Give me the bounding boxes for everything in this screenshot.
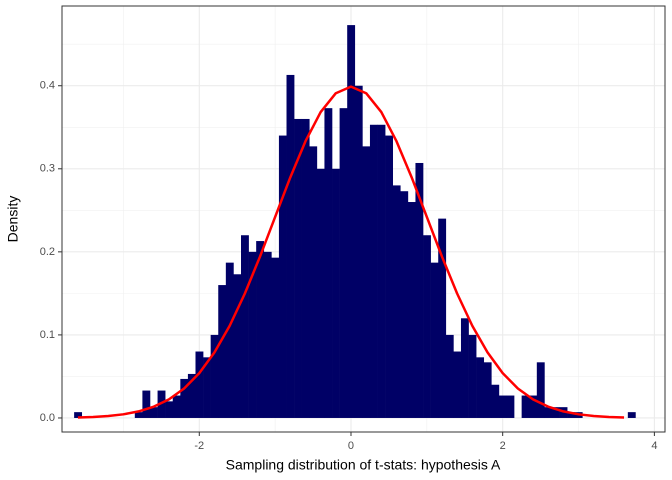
- bar: [203, 357, 211, 418]
- y-tick-label: 0.1: [40, 329, 55, 341]
- bar: [218, 285, 227, 418]
- x-axis-title: Sampling distribution of t-stats: hypoth…: [226, 457, 501, 473]
- bar: [498, 395, 507, 418]
- bar: [529, 395, 538, 418]
- density-curve: [77, 85, 625, 419]
- bar: [134, 412, 143, 418]
- y-tick-label: 0.2: [40, 246, 55, 258]
- bar: [149, 407, 158, 418]
- bar: [195, 351, 204, 418]
- bar: [430, 262, 439, 418]
- bar: [286, 74, 295, 418]
- bar: [377, 124, 386, 418]
- x-tick-label: 0: [348, 440, 354, 452]
- bar: [165, 401, 174, 418]
- bar: [210, 334, 219, 418]
- x-tick-label: 4: [651, 440, 657, 452]
- bar: [438, 218, 447, 418]
- bar: [263, 251, 272, 418]
- bar: [233, 274, 242, 418]
- y-axis-title: Density: [5, 196, 21, 243]
- bar: [324, 108, 333, 418]
- bar: [294, 118, 302, 418]
- bar: [278, 135, 287, 418]
- bar: [460, 318, 469, 418]
- bar: [248, 251, 257, 418]
- panel-border: [61, 5, 666, 433]
- bar: [567, 412, 576, 418]
- bar: [423, 235, 431, 418]
- bar: [256, 241, 265, 418]
- bar: [400, 191, 409, 418]
- bar: [407, 202, 416, 418]
- bar: [521, 395, 530, 418]
- y-tick-label: 0.0: [40, 412, 55, 424]
- bar: [271, 257, 280, 418]
- bar: [347, 25, 356, 418]
- y-tick-label: 0.4: [40, 80, 55, 92]
- bar: [491, 384, 500, 418]
- bar: [445, 334, 454, 418]
- bar: [536, 362, 545, 418]
- bar: [142, 390, 151, 418]
- bar: [551, 407, 560, 418]
- bar: [506, 395, 515, 418]
- bar: [301, 118, 310, 418]
- bar: [392, 185, 401, 418]
- bar: [332, 168, 340, 418]
- bar: [172, 395, 181, 418]
- bar: [627, 412, 636, 418]
- bar: [309, 146, 318, 418]
- bar: [362, 146, 371, 418]
- y-tick-label: 0.3: [40, 163, 55, 175]
- bar: [316, 168, 325, 418]
- bar: [544, 407, 553, 418]
- bar: [483, 362, 492, 418]
- bar: [369, 124, 378, 418]
- x-tick-label: -2: [194, 440, 204, 452]
- x-tick-label: 2: [500, 440, 506, 452]
- bar: [74, 412, 83, 418]
- bar: [468, 334, 477, 418]
- bar: [180, 378, 189, 418]
- bar: [476, 357, 485, 418]
- bar: [339, 108, 348, 418]
- bar: [415, 162, 424, 418]
- bar: [225, 262, 234, 418]
- bar: [385, 135, 394, 418]
- bar: [453, 351, 462, 418]
- bar: [354, 85, 363, 418]
- bar: [241, 235, 249, 418]
- bar: [187, 373, 196, 418]
